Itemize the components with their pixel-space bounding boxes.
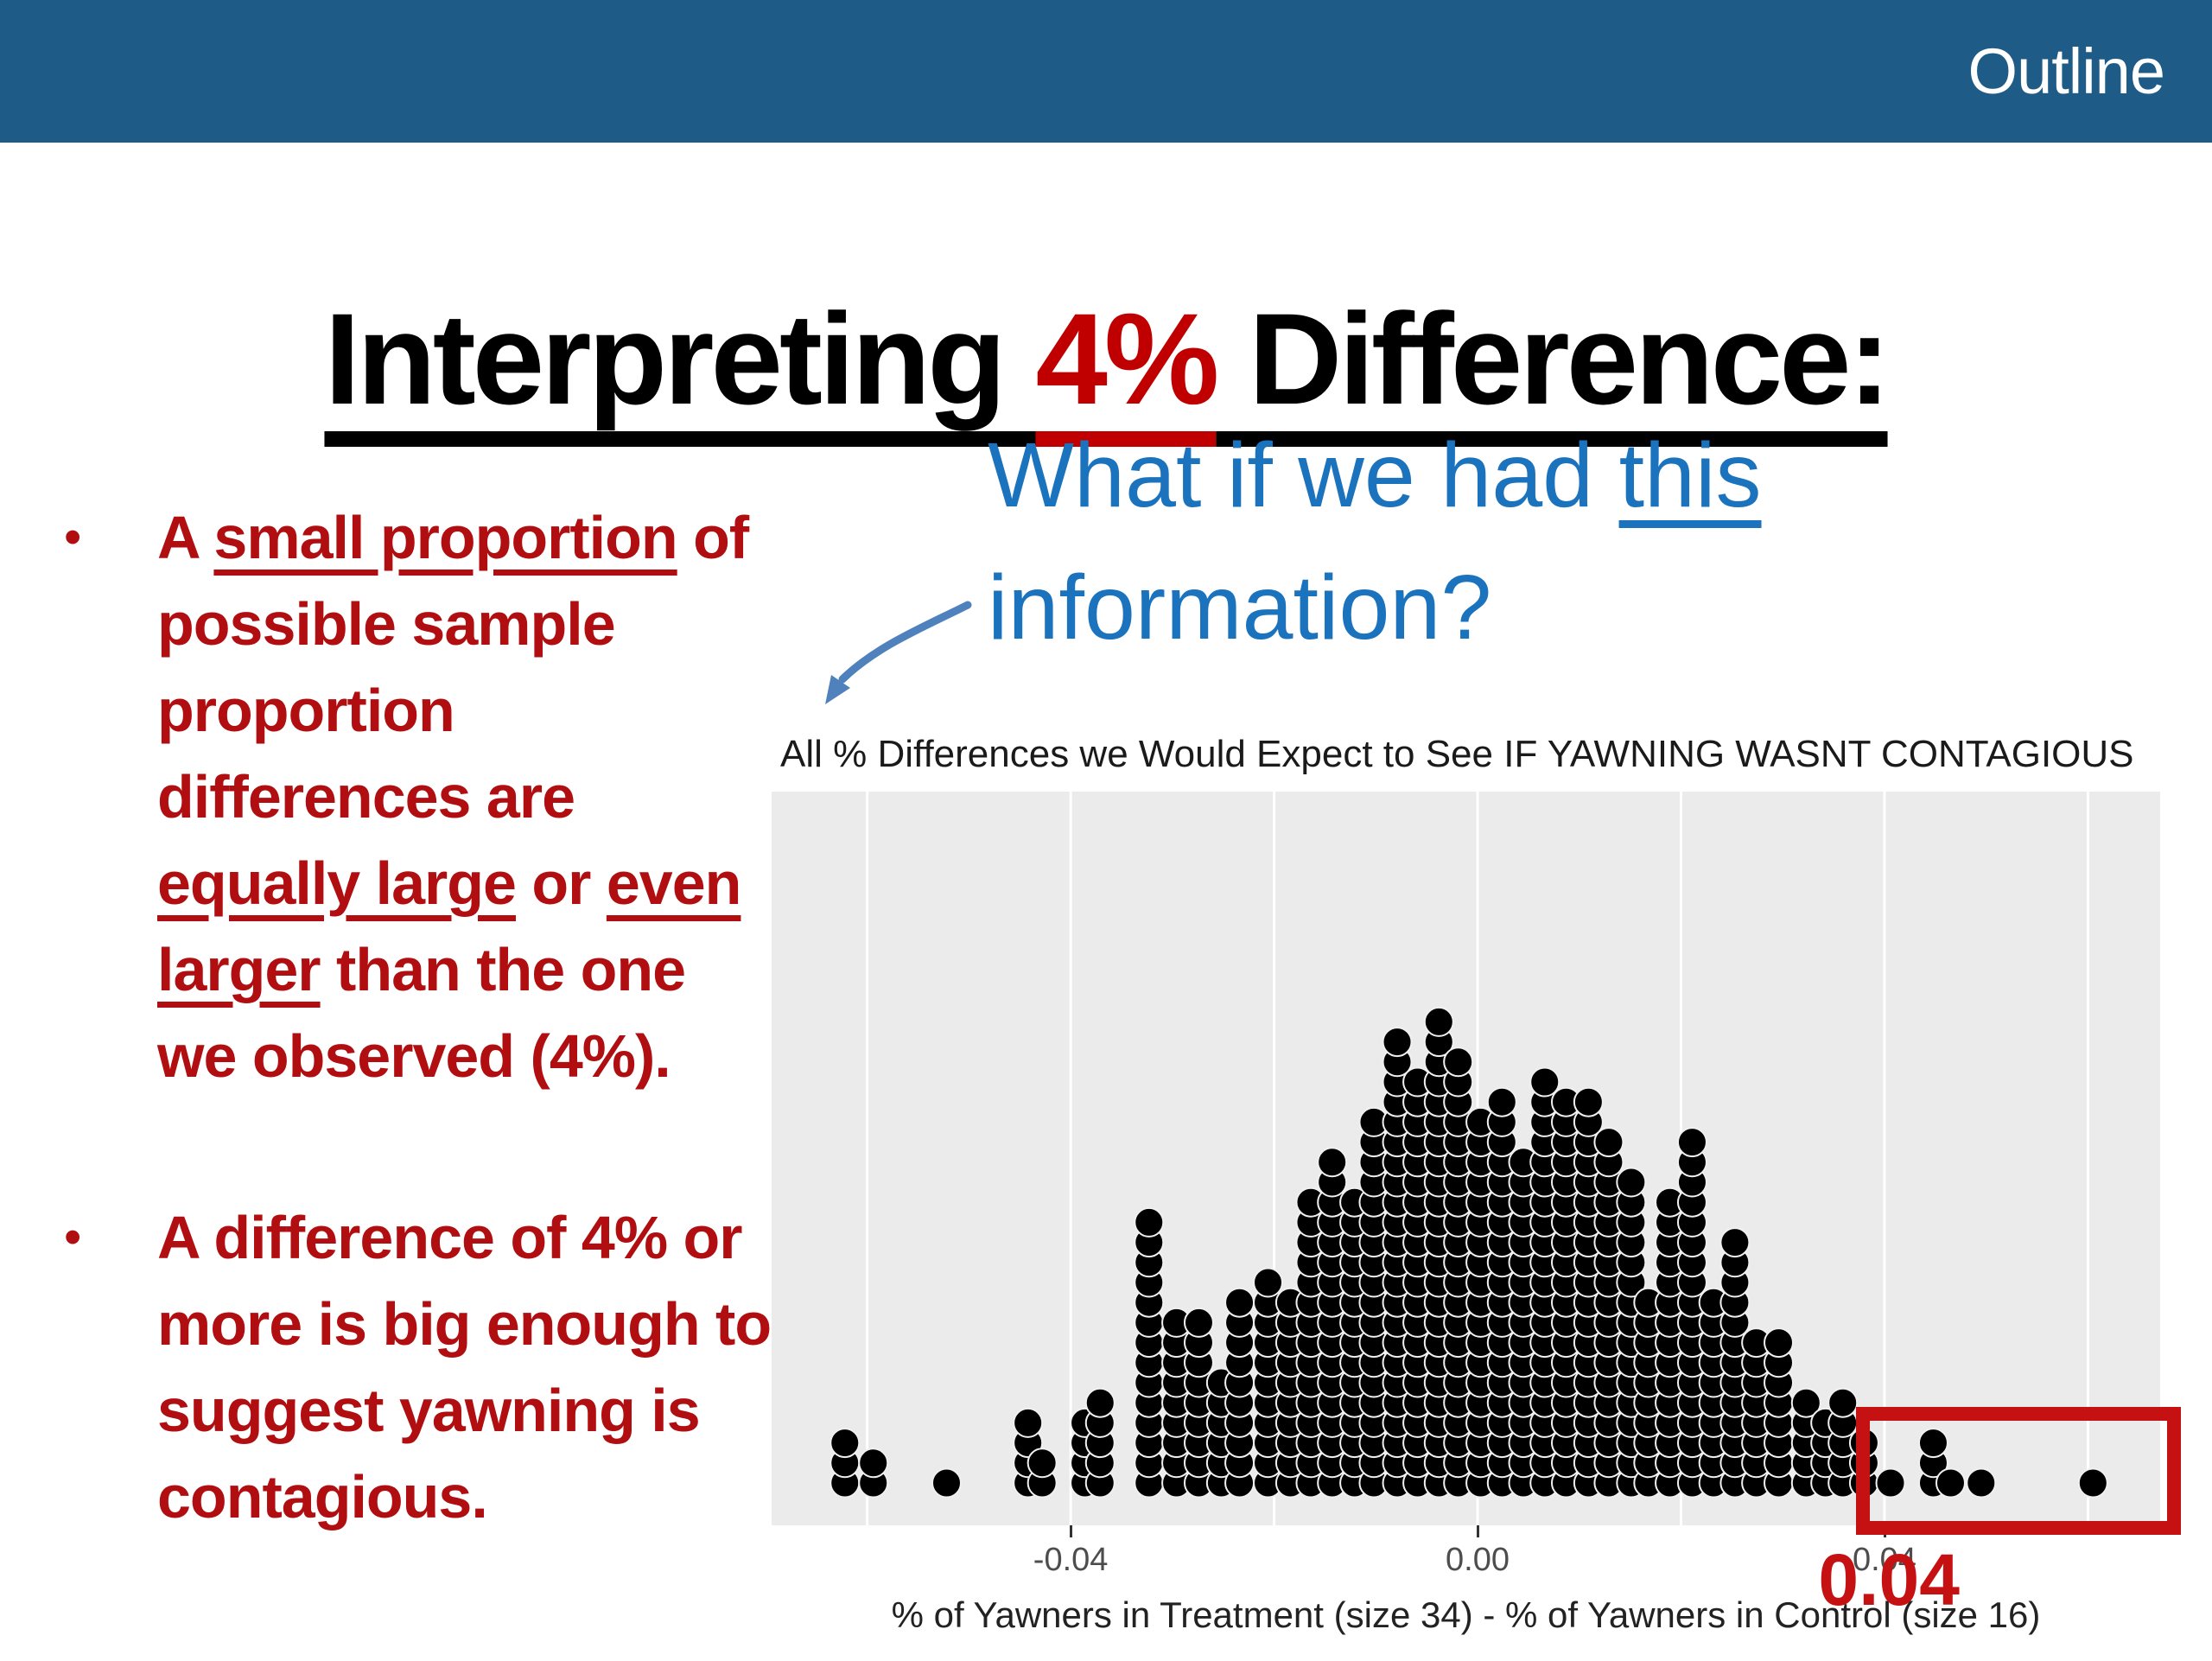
- bullet-item: • A difference of 4% or more is big enough…: [54, 1194, 900, 1540]
- dot-column: [1027, 1448, 1058, 1499]
- x-axis-label: % of Yawners in Treatment (size 34) - % …: [891, 1594, 2041, 1635]
- page-title-highlight: 4%: [1035, 285, 1220, 431]
- dotplot-canvas: [772, 792, 2160, 1525]
- dot-column: [1465, 1106, 1497, 1499]
- bullet-line: proportion: [157, 677, 455, 744]
- dot-column: [1134, 1206, 1165, 1499]
- dot-column: [1917, 1428, 1948, 1499]
- bullet-line: suggest yawning is: [157, 1377, 701, 1444]
- bullet-line: A small proportion of: [157, 504, 749, 571]
- dot-column: [1253, 1267, 1284, 1499]
- bullet-marker-icon: •: [64, 509, 82, 565]
- bullet-line: we observed (4%).: [157, 1022, 671, 1090]
- page-title-post: Difference:: [1216, 285, 1891, 431]
- dot-column: [1764, 1327, 1795, 1499]
- bullet-line: possible sample: [157, 590, 616, 658]
- dot-column: [1655, 1187, 1686, 1499]
- question-underlined-word: this: [1618, 424, 1762, 526]
- dot-column: [1443, 1047, 1474, 1499]
- dot-column: [1698, 1287, 1729, 1499]
- dot-column: [1719, 1227, 1751, 1499]
- dot-column: [1741, 1327, 1772, 1499]
- dot-column: [1875, 1467, 1906, 1499]
- question-line-1: What if we had this: [988, 424, 1762, 526]
- dot-column: [858, 1448, 889, 1499]
- dot-column: [1084, 1387, 1116, 1499]
- question-heading: What if we had this information?: [988, 410, 1762, 674]
- header-bar: Outline: [0, 0, 2212, 143]
- tick-label: -0.04: [1033, 1542, 1109, 1578]
- header-outline-link[interactable]: Outline: [1967, 35, 2165, 107]
- dot-column: [1402, 1066, 1433, 1499]
- tick-label: 0.00: [1446, 1542, 1510, 1578]
- dot-column: [830, 1428, 861, 1499]
- bullet-line: A difference of 4% or: [157, 1204, 743, 1271]
- dot-column: [1224, 1287, 1255, 1499]
- question-line-2: information?: [988, 557, 1492, 659]
- highlight-label: 0.04: [1818, 1539, 1960, 1620]
- dot-column: [1529, 1066, 1560, 1499]
- bullet-line: larger than the one: [157, 936, 686, 1003]
- dot-column: [1486, 1086, 1517, 1499]
- dot-column: [1358, 1106, 1389, 1499]
- highlight-box: [1855, 1407, 2181, 1535]
- dot-column: [1550, 1086, 1581, 1499]
- dot-column: [1508, 1147, 1539, 1499]
- bullet-line: contagious.: [157, 1463, 488, 1531]
- tick-mark: [1070, 1525, 1073, 1537]
- dot-column: [1593, 1127, 1624, 1499]
- dot-column: [1317, 1147, 1348, 1499]
- chart-title: All % Differences we Would Expect to See…: [780, 733, 2134, 775]
- dot-column: [1966, 1467, 1997, 1499]
- bullet-line: equally large or even: [157, 850, 741, 917]
- dot-column: [1935, 1467, 1966, 1499]
- bullet-line: differences are: [157, 763, 575, 830]
- dot-column: [2077, 1467, 2108, 1499]
- bullet-list: • A small proportion of possible sample pro…: [54, 494, 900, 1635]
- dot-column: [1183, 1307, 1214, 1499]
- bullet-marker-icon: •: [64, 1209, 82, 1265]
- dot-column: [931, 1467, 962, 1499]
- bullet-line: more is big enough to: [157, 1290, 772, 1358]
- page-title-pre: Interpreting: [324, 285, 1036, 431]
- tick-label: 0.04: [1852, 1542, 1916, 1578]
- page-title: Interpreting 4% Difference:: [95, 284, 2117, 434]
- bullet-item: • A small proportion of possible sample pro…: [54, 494, 900, 1099]
- tick-mark: [1477, 1525, 1480, 1537]
- dot-column: [1827, 1387, 1859, 1499]
